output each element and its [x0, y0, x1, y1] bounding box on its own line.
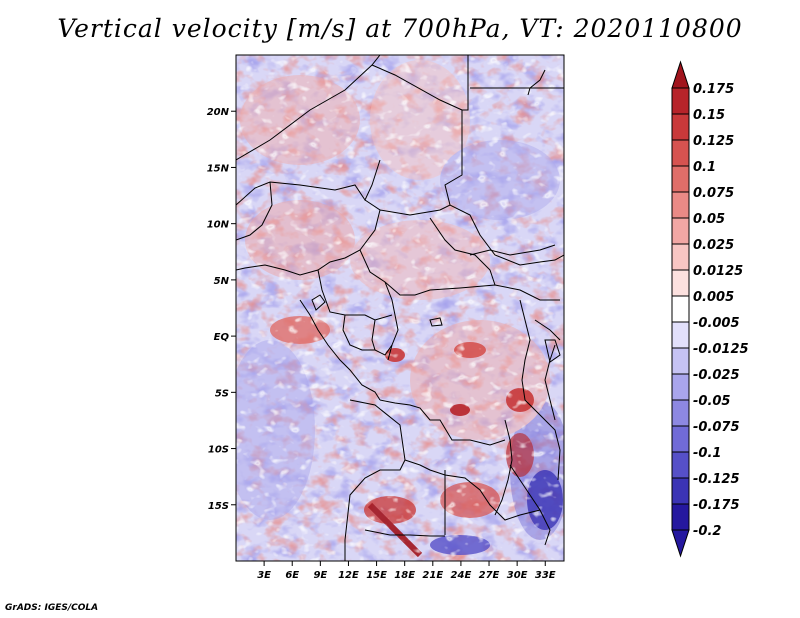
colorbar-swatch	[671, 243, 690, 271]
longitude-axis: 3E 6E 9E 12E 15E 18E 21E 24E 27E 30E 33E	[257, 561, 556, 581]
lon-tick-label: 33E	[535, 570, 556, 581]
colorbar-label: 0.05	[693, 212, 725, 227]
colorbar-label: 0.005	[693, 290, 734, 305]
colorbar-label: -0.175	[693, 498, 740, 513]
colorbar-label: -0.1	[693, 446, 721, 461]
colorbar-swatch	[671, 165, 690, 193]
lat-tick-label: 20N	[207, 107, 230, 118]
colorbar-swatch	[671, 451, 690, 479]
lat-tick-label: 5N	[214, 276, 230, 287]
colorbar-swatch	[671, 399, 690, 427]
lon-tick-label: 12E	[338, 570, 359, 581]
colorbar-label: -0.0125	[693, 342, 749, 357]
colorbar-label: 0.075	[693, 186, 734, 201]
lon-tick-label: 3E	[257, 570, 271, 581]
colorbar-swatch	[671, 477, 690, 505]
latitude-axis: 20N 15N 10N 5N EQ 5S 10S 15S	[207, 107, 236, 512]
colorbar-label: 0.025	[693, 238, 734, 253]
colorbar-label: 0.175	[693, 82, 734, 97]
lat-tick-label: 5S	[215, 388, 229, 399]
map-frame	[235, 54, 565, 562]
colorbar-bottom-arrow	[671, 529, 690, 558]
lon-tick-label: 24E	[451, 570, 472, 581]
colorbar-swatch	[671, 139, 690, 167]
colorbar-label: 0.125	[693, 134, 734, 149]
colorbar-swatch	[671, 321, 690, 349]
colorbar-label: 0.15	[693, 108, 725, 123]
velocity-field	[236, 55, 564, 561]
country-borders	[236, 55, 564, 561]
colorbar-label: -0.075	[693, 420, 740, 435]
lon-tick-label: 9E	[313, 570, 327, 581]
colorbar-label: -0.125	[693, 472, 740, 487]
colorbar-label: -0.05	[693, 394, 730, 409]
grads-credit: GrADS: IGES/COLA	[5, 603, 99, 613]
lon-tick-label: 21E	[422, 570, 443, 581]
lat-tick-label: 15N	[207, 163, 230, 174]
lat-tick-label: 15S	[208, 501, 229, 512]
colorbar-label: -0.005	[693, 316, 740, 331]
map-title: Vertical velocity [m/s] at 700hPa, VT: 2…	[57, 14, 743, 43]
colorbar-swatch	[671, 113, 690, 141]
lon-tick-label: 6E	[285, 570, 299, 581]
colorbar-top-arrow	[671, 60, 690, 89]
colorbar-swatch	[671, 269, 690, 297]
lat-tick-label: 10S	[208, 445, 229, 456]
lon-tick-label: 27E	[479, 570, 500, 581]
colorbar-swatch	[671, 503, 690, 531]
colorbar-swatch	[671, 373, 690, 401]
colorbar-label: -0.025	[693, 368, 740, 383]
lon-tick-label: 18E	[394, 570, 415, 581]
colorbar: 0.175 0.15 0.125 0.1 0.075 0.05 0.025 0.0125 0.0…	[671, 60, 749, 558]
colorbar-swatch	[671, 347, 690, 375]
lat-tick-label: EQ	[214, 332, 230, 343]
colorbar-swatch	[671, 191, 690, 219]
colorbar-swatch	[671, 87, 690, 115]
lon-tick-label: 30E	[507, 570, 528, 581]
colorbar-label: -0.2	[693, 524, 721, 539]
colorbar-label: 0.1	[693, 160, 716, 175]
lon-tick-label: 15E	[366, 570, 387, 581]
colorbar-swatch	[671, 217, 690, 245]
lat-tick-label: 10N	[207, 220, 230, 231]
colorbar-swatch	[671, 425, 690, 453]
colorbar-label: 0.0125	[693, 264, 743, 279]
colorbar-swatch	[671, 295, 690, 323]
